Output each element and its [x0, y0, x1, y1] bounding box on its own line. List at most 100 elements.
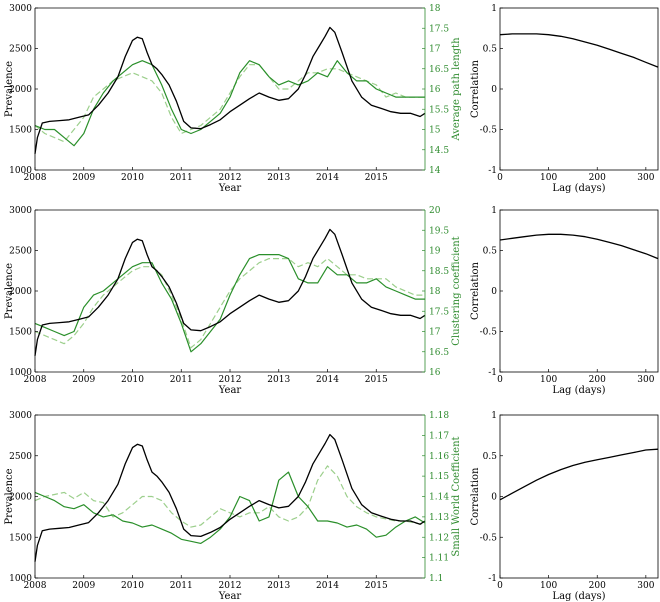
- y-tick-label: 2500: [9, 452, 32, 462]
- y-tick-label: 2500: [9, 247, 32, 257]
- y-tick-label: 1: [491, 411, 497, 421]
- x-tick-label: 0: [497, 375, 503, 385]
- y-axis-title: Correlation: [470, 59, 481, 118]
- y-tick-label: 0.5: [483, 45, 498, 55]
- x-tick-label: 2010: [121, 581, 144, 591]
- x-axis-title: Lag (days): [552, 385, 605, 396]
- right-y-tick-label: 18.5: [429, 267, 449, 277]
- y-tick-label: 1500: [9, 328, 32, 338]
- x-tick-label: 100: [540, 375, 557, 385]
- x-tick-label: 2013: [267, 173, 290, 183]
- right-y-tick-label: 19.5: [429, 226, 449, 236]
- y-axis-title-left: Prevalence: [4, 61, 15, 117]
- right-y-tick-label: 18: [429, 287, 441, 297]
- right-y-tick-label: 15: [429, 126, 441, 136]
- x-tick-label: 2013: [267, 375, 290, 385]
- right-y-tick-label: 16: [429, 368, 441, 378]
- x-tick-label: 2011: [170, 581, 193, 591]
- right-y-tick-label: 16: [429, 85, 441, 95]
- x-axis-title: Lag (days): [552, 183, 605, 194]
- series-line-small-world-coefficient: [34, 471, 426, 545]
- x-tick-label: 100: [540, 581, 557, 591]
- y-tick-label: 0: [491, 287, 497, 297]
- series-line-clustering-coefficient: [34, 254, 425, 353]
- right-y-tick-label: 19: [429, 247, 441, 257]
- series-line-prevalence: [34, 433, 426, 562]
- y-tick-label: -0.5: [480, 126, 498, 136]
- right-y-tick-label: 15.5: [429, 105, 449, 115]
- x-tick-label: 200: [589, 375, 606, 385]
- x-tick-label: 300: [637, 375, 654, 385]
- correlation-panel-3: 0 100 200 300 -1 -0.5 0 0.5 1 Lag (days) Correlati…: [470, 411, 659, 602]
- y-tick-label: 2000: [9, 287, 32, 297]
- x-axis-title: Year: [218, 183, 242, 194]
- x-tick-label: 0: [497, 581, 503, 591]
- x-tick-label: 2008: [24, 375, 47, 385]
- right-y-tick-label: 14: [429, 166, 441, 176]
- y-tick-label: -1: [488, 166, 497, 176]
- y-axis-title-left: Prevalence: [4, 263, 15, 319]
- right-y-tick-label: 17: [429, 328, 441, 338]
- series-line-prevalence: [34, 26, 426, 154]
- x-tick-label: 2009: [72, 581, 95, 591]
- x-tick-label: 300: [637, 581, 654, 591]
- x-tick-label: 2011: [170, 173, 193, 183]
- right-y-tick-label: 14.5: [429, 146, 449, 156]
- x-tick-label: 2008: [24, 581, 47, 591]
- x-tick-label: 2012: [219, 375, 242, 385]
- right-y-tick-label: 1.17: [429, 431, 449, 441]
- x-tick-label: 0: [497, 173, 503, 183]
- x-axis-title: Year: [218, 385, 242, 396]
- right-y-tick-label: 1.15: [429, 472, 449, 482]
- x-tick-label: 300: [637, 173, 654, 183]
- cross-correlation-line: [499, 33, 659, 68]
- y-tick-label: 2500: [9, 45, 32, 55]
- series-line-prevalence: [34, 228, 426, 356]
- y-tick-label: 3000: [9, 4, 32, 14]
- y-axis-title-right: Average path length: [451, 37, 462, 142]
- x-tick-label: 2012: [219, 581, 242, 591]
- y-axis-title: Correlation: [470, 467, 481, 526]
- x-tick-label: 2009: [72, 375, 95, 385]
- x-tick-label: 2010: [121, 375, 144, 385]
- x-tick-label: 2011: [170, 375, 193, 385]
- y-tick-label: 2000: [9, 85, 32, 95]
- y-axis-title-left: Prevalence: [4, 468, 15, 524]
- time-series-panel-5: 2008 2009 2010 2011 2012 2013 2014 2015 1000 1500…: [4, 411, 462, 602]
- series-line-clustering-coefficient-comparison: [34, 258, 425, 349]
- right-y-tick-label: 20: [429, 206, 441, 216]
- x-tick-label: 2015: [365, 581, 388, 591]
- x-tick-label: 100: [540, 173, 557, 183]
- x-tick-label: 2012: [219, 173, 242, 183]
- x-tick-label: 2009: [72, 173, 95, 183]
- y-tick-label: 1000: [9, 574, 32, 584]
- y-tick-label: 1: [491, 206, 497, 216]
- right-y-tick-label: 1.18: [429, 411, 449, 421]
- y-tick-label: -0.5: [480, 533, 498, 543]
- right-y-tick-label: 1.11: [429, 554, 449, 564]
- correlation-panel-1: 0 100 200 300 -1 -0.5 0 0.5 1 Lag (days) Correlati…: [470, 4, 659, 194]
- time-series-panel-1: 2008 2009 2010 2011 2012 2013 2014 2015 1000 1500…: [4, 4, 462, 194]
- x-tick-label: 2014: [316, 581, 339, 591]
- y-tick-label: 1500: [9, 533, 32, 543]
- y-axis-title: Correlation: [470, 261, 481, 320]
- x-tick-label: 2015: [365, 375, 388, 385]
- y-tick-label: 1500: [9, 126, 32, 136]
- right-y-tick-label: 16.5: [429, 65, 449, 75]
- y-tick-label: 0.5: [483, 452, 498, 462]
- series-line-average-path-length-comparison: [34, 64, 425, 143]
- y-tick-label: -1: [488, 574, 497, 584]
- right-y-tick-label: 17.5: [429, 24, 449, 34]
- x-tick-label: 2010: [121, 173, 144, 183]
- y-tick-label: -1: [488, 368, 497, 378]
- x-axis-title: Year: [218, 591, 242, 602]
- y-tick-label: -0.5: [480, 328, 498, 338]
- x-tick-label: 2013: [267, 581, 290, 591]
- x-axis-title: Lag (days): [552, 591, 605, 602]
- y-tick-label: 0: [491, 85, 497, 95]
- right-y-tick-label: 1.13: [429, 513, 449, 523]
- plot-frame: [499, 7, 659, 171]
- x-tick-label: 2015: [365, 173, 388, 183]
- y-tick-label: 1000: [9, 166, 32, 176]
